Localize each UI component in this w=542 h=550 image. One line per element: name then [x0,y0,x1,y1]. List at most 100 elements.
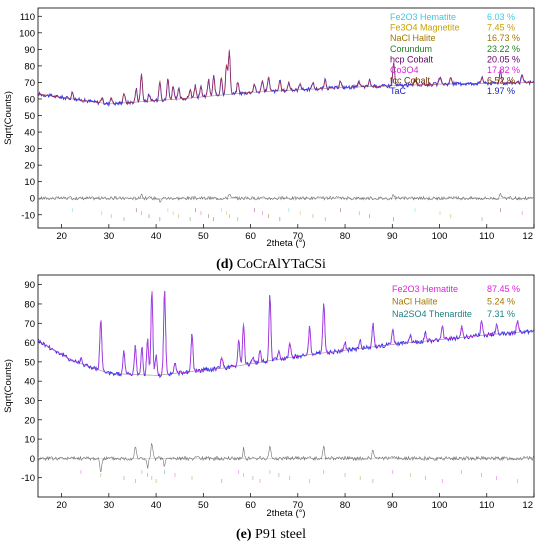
y-tick-label: 0 [30,454,35,465]
panel-d-caption-letter: (d) [216,257,234,272]
x-tick-label: 30 [104,231,115,242]
y-tick-label: 0 [30,194,35,205]
y-tick-label: 80 [24,61,35,72]
x-tick-label: 50 [198,231,209,242]
x-tick-label: 40 [151,500,162,511]
reflection-ticks [72,208,523,222]
x-tick-label: 70 [293,231,304,242]
x-tick-label: 110 [479,231,494,242]
legend-entry: Corundum 23.22 % [390,44,520,54]
y-tick-label: -10 [21,210,35,221]
legend-phase-name: TaC [390,86,407,96]
legend-phase-value: 87.45 % [487,284,520,294]
legend-phase-value: 7.31 % [487,309,515,319]
legend-phase-name: Corundum [390,44,432,54]
legend-entry: hcp Cobalt 20.05 % [390,54,520,64]
legend-phase-name: NaCl Halite [390,33,436,43]
x-tick-label: 90 [387,231,398,242]
panel-d-caption: (d) CoCrAlYTaCSi [0,257,542,273]
calculated-curve [37,291,534,376]
y-tick-label: 50 [24,357,35,368]
x-tick-label: 12 [522,231,533,242]
x-axis-label: 2theta (°) [266,508,305,519]
legend-phase-value: 6.52 % [487,76,515,86]
legend-entry: NaCl Halite 5.24 % [392,297,515,307]
y-tick-label: 110 [20,12,35,23]
y-tick-label: -10 [21,473,35,484]
y-tick-label: 100 [19,28,35,39]
legend-phase-name: Fe3O4 Magnetite [390,23,460,33]
legend-phase-name: fcc Cobalt [390,76,431,86]
legend-entry: fcc Cobalt 6.52 % [390,76,515,86]
y-tick-label: 80 [24,299,35,310]
legend-phase-value: 23.22 % [487,44,520,54]
observed-curve [37,51,535,108]
legend-entry: Co3O4 17.82 % [390,65,520,75]
difference-curve [37,442,535,472]
legend-entry: Fe3O4 Magnetite 7.45 % [390,23,515,33]
legend-phase-name: hcp Cobalt [390,54,434,64]
legend-phase-name: Na2SO4 Thenardite [392,309,472,319]
x-tick-label: 60 [245,231,256,242]
x-tick-label: 100 [432,500,448,511]
legend-phase-name: NaCl Halite [392,297,438,307]
y-tick-label: 70 [24,78,35,89]
legend-phase-value: 5.24 % [487,297,515,307]
x-tick-label: 20 [56,500,67,511]
y-tick-label: 40 [24,128,35,139]
legend-entry: Na2SO4 Thenardite 7.31 % [392,309,515,319]
legend-entry: Fe2O3 Hematite 6.03 % [390,12,515,22]
y-tick-label: 20 [24,161,35,172]
panel-e-caption-text: P91 steel [251,527,306,542]
legend-entry: TaC 1.97 % [390,86,515,96]
legend-phase-name: Fe2O3 Hematite [392,284,458,294]
legend-phase-value: 17.82 % [487,65,520,75]
x-tick-label: 110 [479,500,494,511]
x-tick-label: 100 [432,231,448,242]
legend-phase-name: Co3O4 [390,65,419,75]
x-tick-label: 20 [56,231,67,242]
difference-curve [37,192,535,203]
y-tick-label: 70 [24,319,35,330]
legend-entry: NaCl Halite 16.73 % [390,33,520,43]
x-tick-label: 50 [198,500,209,511]
plot-frame [37,274,535,498]
legend-phase-value: 1.97 % [487,86,515,96]
y-tick-label: 90 [24,45,35,56]
panel-d-caption-text: CoCrAlYTaCSi [233,257,326,272]
panel-e-caption: (e) P91 steel [0,527,542,543]
y-tick-label: 10 [24,177,35,188]
y-tick-label: 40 [24,377,35,388]
y-tick-label: 60 [24,94,35,105]
plot-frame [37,7,535,229]
reflection-ticks [80,469,518,483]
y-axis-label: Sqrt(Counts) [3,359,14,413]
x-tick-label: 60 [245,500,256,511]
calculated-curve [37,49,534,105]
x-tick-label: 80 [340,500,351,511]
y-tick-label: 60 [24,338,35,349]
legend-phase-value: 7.45 % [487,23,515,33]
legend-phase-value: 16.73 % [487,33,520,43]
legend-phase-value: 20.05 % [487,54,520,64]
x-tick-label: 90 [387,500,398,511]
y-tick-label: 90 [24,280,35,291]
y-tick-label: 50 [24,111,35,122]
y-tick-label: 30 [24,396,35,407]
legend-phase-value: 6.03 % [487,12,515,22]
y-axis-label: Sqrt(Counts) [3,91,14,145]
legend-phase-name: Fe2O3 Hematite [390,12,456,22]
x-tick-label: 30 [104,500,115,511]
y-tick-label: 10 [24,435,35,446]
x-tick-label: 80 [340,231,351,242]
y-tick-label: 30 [24,144,35,155]
x-tick-label: 40 [151,231,162,242]
panel-e-caption-letter: (e) [236,527,252,542]
x-tick-label: 70 [293,500,304,511]
x-axis-label: 2theta (°) [266,238,305,249]
x-tick-label: 12 [522,500,533,511]
